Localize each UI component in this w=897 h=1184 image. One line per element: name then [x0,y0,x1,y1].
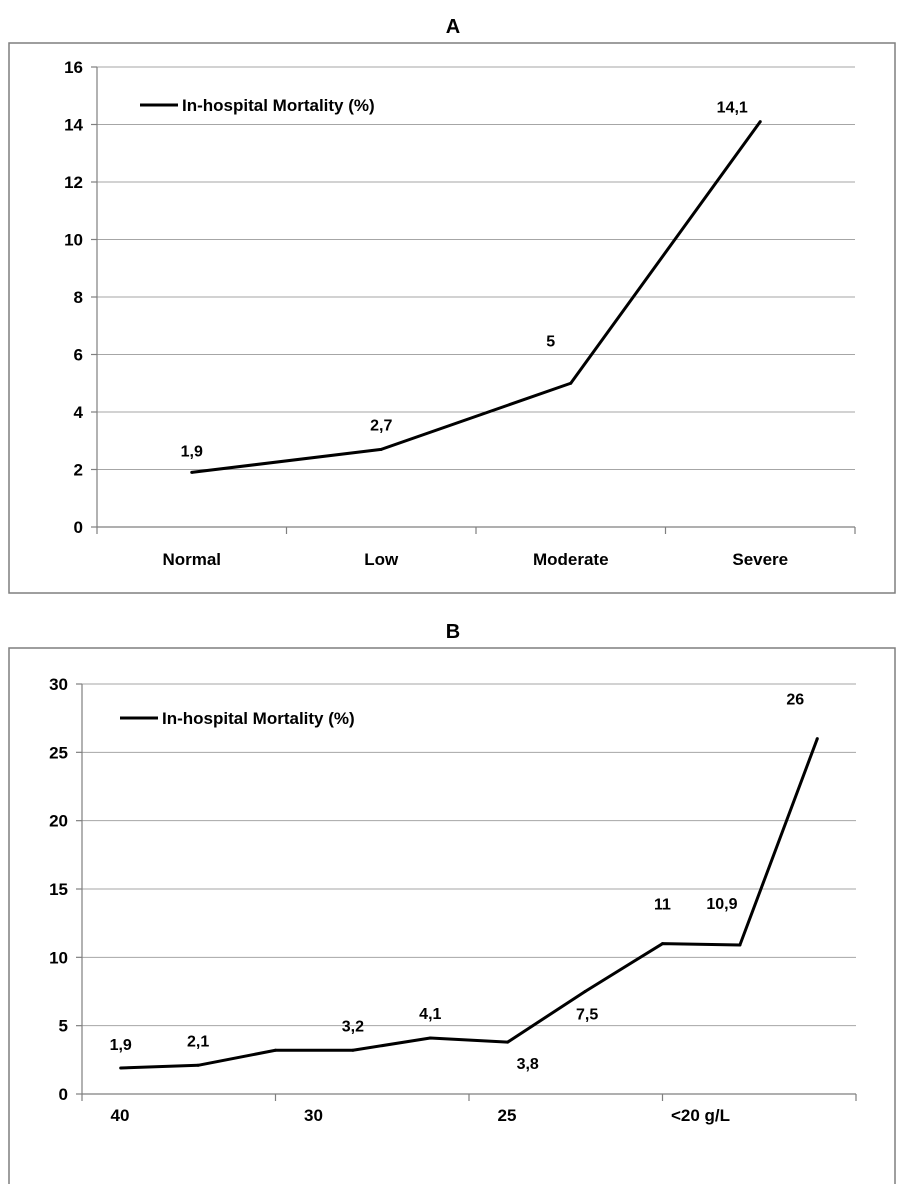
chart-a-data-point [569,381,573,385]
chart-a-y-tick-label: 8 [74,288,83,307]
chart-b-data-point [661,942,664,946]
chart-a-data-label: 1,9 [181,443,203,460]
chart-b-y-tick-label: 0 [59,1085,68,1104]
chart-a-series-line [191,120,762,474]
chart-b-y-tick-label: 20 [49,812,68,831]
chart-b-data-label: 11 [654,897,671,914]
chart-b-data-point [815,737,819,741]
chart-b-legend-label: In-hospital Mortality (%) [162,709,355,728]
chart-a-x-tick-label: Low [364,550,399,569]
chart-b-y-tick-label: 15 [49,880,68,899]
chart-b-data-label: 2,1 [187,1033,209,1050]
chart-b-y-tick-label: 30 [49,675,68,694]
chart-a-data-label: 5 [546,333,555,350]
chart-b-data-point [119,1066,123,1070]
chart-a-x-tick-label: Severe [732,550,788,569]
chart-b-data-point [583,990,587,993]
chart-a-data-point [758,120,762,124]
chart-b-y-tick-label: 10 [49,948,68,967]
chart-a-y-tick-label: 16 [64,58,83,77]
chart-b-data-label: 3,8 [517,1056,539,1073]
chart-a-y-tick-label: 12 [64,173,83,192]
chart-b-data-point [738,943,742,947]
chart-a-plot: 0 2 4 6 8 10 12 14 16 Normal Low Moderate Severe 1,9 2… [64,58,856,569]
chart-b-data-label: 10,9 [706,896,737,913]
chart-b-x-tick-label: <20 g/L [671,1106,730,1125]
chart-b-series-line [120,738,819,1070]
chart-a-data-point [190,470,194,474]
chart-b-data-label: 1,9 [110,1037,132,1054]
chart-a-x-tick-label: Moderate [533,550,609,569]
chart-b-plot: 0 5 10 15 20 25 30 40 30 25 <20 g/L 1,9 2,1 3,2 4,1 3,8… [49,675,857,1125]
chart-b-data-label: 26 [786,692,804,709]
chart-b-x-tick-label: 40 [111,1106,130,1125]
chart-b-data-point [351,1048,355,1052]
chart-a-data-point [379,447,383,451]
chart-a-x-tick-label: Normal [162,550,221,569]
chart-b-frame [8,647,896,1184]
chart-b-data-point [274,1048,277,1052]
chart-a-frame [8,42,896,594]
chart-a-data-label: 14,1 [717,100,748,117]
chart-a-y-tick-label: 0 [74,518,83,537]
chart-b-x-tick-label: 25 [498,1106,517,1125]
chart-a-data-label: 2,7 [370,417,392,434]
chart-a-y-tick-label: 4 [74,403,84,422]
chart-b-x-tick-label: 30 [304,1106,323,1125]
chart-b-data-point [428,1036,432,1040]
chart-b-data-point [506,1040,510,1044]
chart-a-y-tick-label: 6 [74,346,83,365]
chart-b-data-label: 4,1 [419,1006,441,1023]
chart-b-data-label: 7,5 [576,1007,598,1024]
chart-a-title: A [446,16,460,38]
chart-a-y-tick-label: 2 [74,461,83,480]
chart-b-y-tick-label: 25 [49,743,68,762]
chart-b-title: B [446,621,460,643]
chart-b-data-label: 3,2 [342,1018,364,1035]
chart-b-data-point [196,1063,200,1067]
chart-b-y-tick-label: 5 [59,1017,68,1036]
chart-a-y-tick-label: 10 [64,231,83,250]
chart-a-y-tick-label: 14 [64,116,83,135]
chart-a-legend-label: In-hospital Mortality (%) [182,96,375,115]
